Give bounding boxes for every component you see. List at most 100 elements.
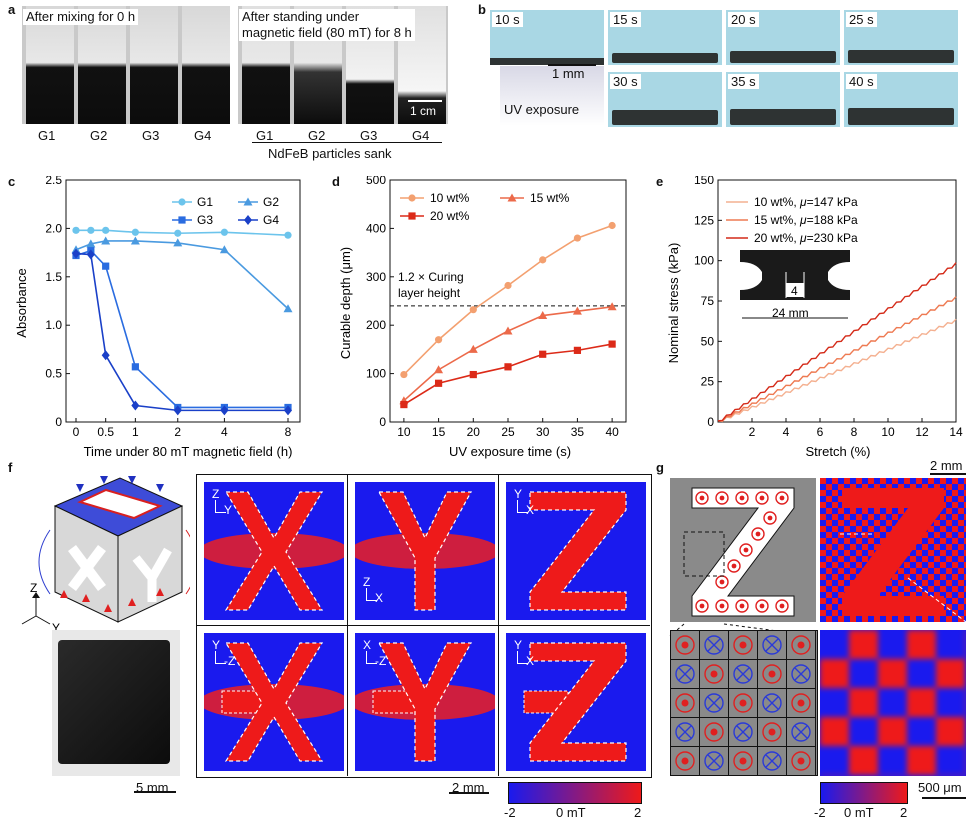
panel-label-e: e — [656, 174, 664, 189]
map-axis-horizontal: X — [526, 503, 535, 517]
map-axis-vertical: Y — [212, 638, 221, 652]
cell-out-of-plane — [671, 747, 700, 776]
panel-a-bracket — [252, 142, 442, 143]
chart-c-point-G4 — [173, 405, 182, 416]
chart-c-point-G1 — [102, 226, 110, 234]
chart-d-point-10 wt% — [434, 336, 443, 344]
chart-c-ytick: 1.0 — [45, 318, 62, 332]
panel-label-b: b — [478, 2, 486, 17]
uv-frame-40s: 40 s — [844, 72, 958, 127]
chart-d-point-15 wt% — [538, 311, 548, 320]
chart-c-point-G2 — [86, 239, 96, 248]
z-map-zoom — [820, 630, 966, 776]
panel-a-right-g2: G2 — [308, 128, 326, 143]
chart-c-legend-marker — [178, 216, 186, 224]
chart-d-point-15 wt% — [607, 302, 617, 311]
printed-cube-photo — [52, 630, 180, 776]
cell-into-plane — [700, 689, 729, 718]
chart-c-point-G1 — [72, 226, 80, 234]
panel-g-colorbar-mid: 0 mT — [844, 805, 874, 820]
uv-time-25s: 25 s — [846, 12, 877, 27]
chart-c-legend-G2: G2 — [263, 195, 279, 209]
panel-a-left-g1: G1 — [38, 128, 56, 143]
map-axis-horizontal: X — [526, 654, 535, 668]
chart-c-point-G1 — [220, 228, 228, 236]
chart-d-ytick: 300 — [366, 270, 386, 284]
panel-a-right-caption: After standing under magnetic field (80 … — [239, 9, 415, 41]
panel-f-map-scale-bar — [449, 792, 489, 794]
chart-d-point-10 wt% — [469, 306, 477, 314]
panel-g-colorbar — [820, 782, 908, 804]
chart-d-ytick: 0 — [379, 415, 386, 429]
uv-exposure-arrow — [500, 66, 604, 126]
chart-c-point-G2 — [219, 245, 229, 254]
chart-d-xtick: 10 — [397, 425, 411, 439]
vials-photo-initial — [22, 6, 230, 124]
cell-into-plane — [787, 660, 816, 689]
chart-e-ylabel: Nominal stress (kPa) — [666, 243, 681, 364]
cell-out-of-plane — [758, 660, 787, 689]
cube-axis-y: Y — [52, 621, 60, 635]
chart-e-xtick: 14 — [949, 425, 963, 439]
chart-d-point-20 wt% — [434, 379, 443, 387]
chart-c-ytick: 2.5 — [45, 176, 62, 187]
chart-d-ref-label-2: layer height — [398, 286, 461, 300]
chart-c-xtick: 0.5 — [97, 425, 114, 439]
chart-c-line-G4 — [75, 252, 288, 412]
uv-time-20s: 20 s — [728, 12, 759, 27]
chart-c-point-G4 — [284, 405, 292, 416]
magnetized-cube-diagram: Z X Y — [21, 476, 190, 635]
chart-e-xlabel: Stretch (%) — [805, 444, 870, 459]
chart-d-point-10 wt% — [539, 256, 547, 264]
chart-c-point-G4 — [220, 405, 229, 416]
chart-c-point-G4 — [72, 248, 80, 259]
chart-e-ytick: 125 — [694, 213, 714, 227]
panel-a-left-g2: G2 — [90, 128, 108, 143]
chart-d-point-15 wt% — [572, 306, 582, 315]
chart-d-point-10 wt% — [573, 234, 582, 242]
chart-c-ytick: 0 — [55, 415, 62, 429]
z-pattern-diagram — [670, 478, 816, 622]
chart-d-point-10 wt% — [400, 370, 408, 379]
chart-e-ytick: 25 — [701, 375, 715, 389]
chart-d-ytick: 500 — [366, 176, 386, 187]
panel-g-bottom-scale-bar — [922, 797, 966, 799]
panel-a-right-g1: G1 — [256, 128, 274, 143]
panel-f-colorbar-max: 2 — [634, 805, 642, 820]
cube-axis-z: Z — [30, 581, 37, 595]
uv-frame-25s: 25 s — [844, 10, 958, 65]
cell-into-plane — [758, 631, 787, 660]
chart-c-xlabel: Time under 80 mT magnetic field (h) — [84, 444, 293, 459]
chart-e-curve-1 — [717, 296, 957, 422]
chart-c-ylabel: Absorbance — [14, 268, 29, 337]
chart-d-point-20 wt% — [539, 350, 547, 358]
chart-e-xtick: 12 — [915, 425, 929, 439]
chart-c-point-G4 — [86, 249, 95, 260]
chart-e-xtick: 2 — [749, 425, 756, 439]
panel-a-left-g3: G3 — [142, 128, 160, 143]
chart-c-point-G2 — [173, 238, 183, 247]
panel-f-map-scale-label: 2 mm — [452, 780, 485, 795]
chart-c-point-G1 — [87, 226, 95, 234]
chart-c-ytick: 0.5 — [45, 367, 62, 381]
cell-into-plane — [671, 718, 700, 747]
chart-e-xtick: 10 — [881, 425, 895, 439]
chart-d-legend-10 wt%: 10 wt% — [430, 191, 470, 205]
panel-a-scale-label: 1 cm — [410, 104, 437, 118]
cell-out-of-plane — [758, 718, 787, 747]
chart-e-xtick: 4 — [783, 425, 790, 439]
map-axis-horizontal: X — [375, 591, 384, 605]
chart-d-point-20 wt% — [573, 346, 582, 354]
chart-d-ytick: 400 — [366, 221, 386, 235]
cell-into-plane — [729, 660, 758, 689]
chart-e-ytick: 150 — [694, 176, 714, 187]
chart-c-point-G1 — [174, 229, 182, 237]
dogbone-inset: 4 24 mm — [740, 250, 850, 320]
panel-g-top-scale-bar — [930, 473, 966, 475]
panel-f-colorbar — [508, 782, 642, 804]
panel-label-f: f — [8, 460, 13, 475]
cell-into-plane — [671, 660, 700, 689]
chart-c-legend-G1: G1 — [197, 195, 213, 209]
chart-d-legend-marker — [408, 212, 416, 220]
